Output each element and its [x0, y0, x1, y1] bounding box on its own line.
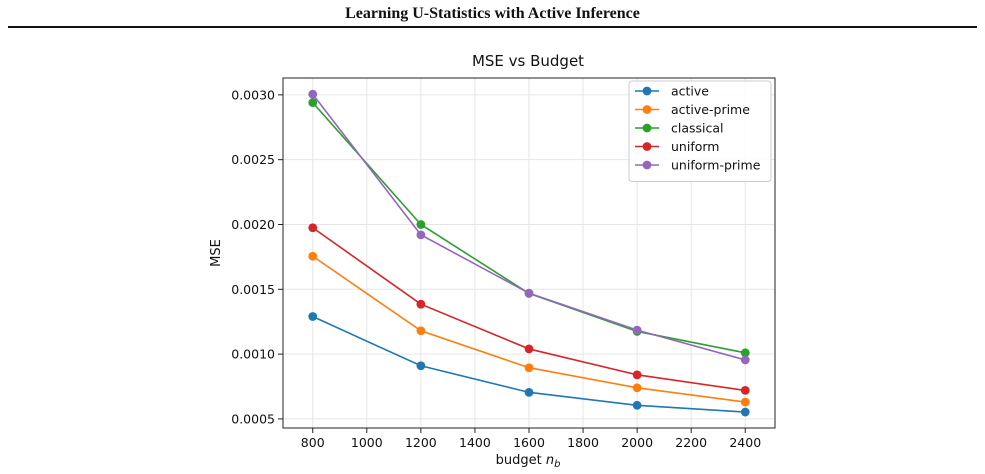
data-point	[740, 407, 750, 417]
x-axis-label-text: budget	[496, 453, 542, 468]
x-tick-label: 2400	[729, 435, 761, 450]
x-tick-label: 800	[301, 435, 325, 450]
y-axis-ticks: 0.0005 0.0010 0.0015 0.0020 0.0025 0.0030	[231, 87, 283, 426]
legend-item: active	[635, 84, 709, 99]
y-tick-label: 0.0020	[231, 217, 275, 232]
series-layer	[308, 89, 750, 417]
legend-label: active-prime	[671, 102, 750, 117]
y-tick-label: 0.0030	[231, 87, 275, 102]
y-tick-label: 0.0005	[231, 411, 275, 426]
data-point	[308, 98, 318, 108]
data-point	[740, 397, 750, 407]
data-point	[632, 400, 642, 410]
data-point	[740, 348, 750, 358]
y-axis-label: MSE	[209, 239, 224, 267]
legend: active active-prime classical uniform unifor…	[628, 80, 772, 182]
x-tick-label: 1800	[567, 435, 599, 450]
legend-label: uniform	[671, 139, 719, 154]
legend-marker	[642, 86, 652, 96]
legend-label: active	[671, 84, 709, 99]
data-point	[740, 355, 750, 365]
series-uniform	[308, 223, 750, 395]
data-point	[416, 230, 426, 240]
legend-marker	[642, 105, 652, 114]
series-active-prime	[308, 251, 750, 407]
x-axis-label: budget nb	[496, 453, 561, 470]
x-tick-label: 2000	[621, 435, 653, 450]
data-point	[308, 223, 318, 233]
x-tick-label: 1600	[513, 435, 545, 450]
legend-label: uniform-prime	[671, 158, 761, 173]
x-axis-ticks: 800 1000 1200 1400 1600 1800 2000 2200 2400	[301, 428, 761, 450]
x-tick-label: 2200	[675, 435, 707, 450]
series-uniform-prime	[308, 89, 750, 365]
legend-box	[628, 80, 772, 182]
data-point	[416, 361, 426, 371]
data-point	[524, 288, 534, 298]
x-tick-label: 1200	[405, 435, 437, 450]
chart-title: MSE vs Budget	[472, 52, 584, 70]
x-tick-label: 1000	[351, 435, 383, 450]
legend-item: uniform-prime	[635, 158, 761, 173]
legend-marker	[642, 160, 652, 170]
y-tick-label: 0.0010	[231, 347, 275, 362]
data-point	[740, 386, 750, 395]
data-point	[308, 89, 318, 99]
data-point	[632, 325, 642, 335]
x-axis-label-subscript: b	[554, 459, 560, 470]
y-tick-label: 0.0015	[231, 282, 275, 297]
data-point	[524, 387, 534, 397]
data-point	[416, 299, 426, 309]
legend-item: uniform	[635, 139, 719, 154]
x-axis-label-var: n	[546, 453, 554, 468]
data-point	[524, 344, 534, 354]
data-point	[632, 370, 642, 380]
legend-label: classical	[671, 121, 724, 136]
data-point	[416, 220, 426, 229]
header-rule	[8, 26, 977, 28]
legend-marker	[642, 142, 652, 151]
data-point	[308, 312, 318, 321]
legend-item: active-prime	[635, 102, 750, 117]
data-point	[524, 363, 534, 373]
series-active	[308, 312, 750, 417]
data-point	[416, 326, 426, 336]
data-point	[308, 251, 318, 261]
page-header: Learning U-Statistics with Active Infere…	[345, 5, 640, 22]
legend-marker	[642, 123, 652, 133]
data-point	[632, 383, 642, 393]
legend-item: classical	[635, 121, 724, 136]
y-tick-label: 0.0025	[231, 152, 275, 167]
x-tick-label: 1400	[459, 435, 491, 450]
